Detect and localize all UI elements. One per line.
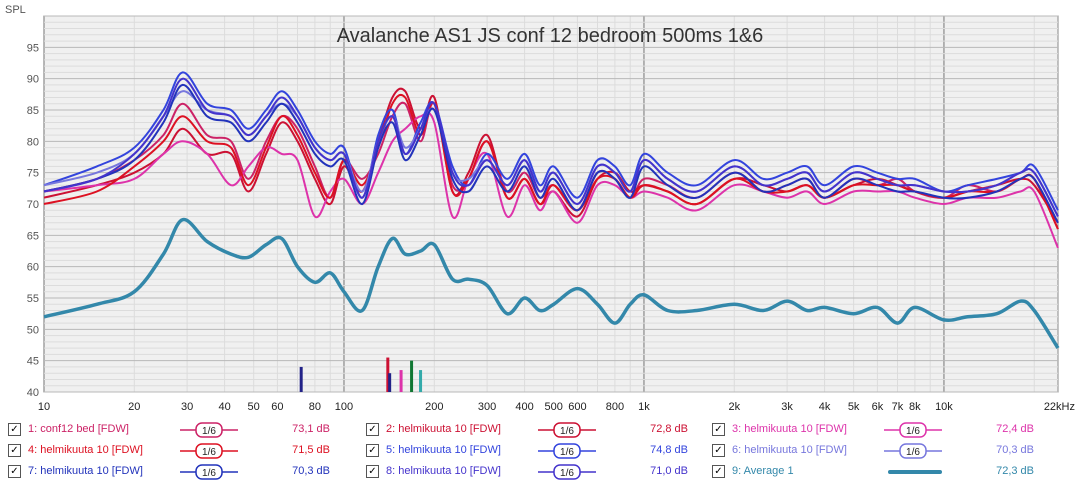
x-tick-label: 10k — [935, 401, 953, 413]
legend-label: 4: helmikuuta 10 [FDW] — [28, 444, 143, 456]
series-line-8 — [43, 77, 1059, 217]
legend-smoothing: 1/6 — [906, 426, 920, 437]
x-tick-label: 20 — [128, 401, 140, 413]
legend-value: 70,3 dB — [292, 465, 330, 477]
legend-smoothing: 1/6 — [560, 426, 574, 437]
x-tick-label: 4k — [819, 401, 831, 413]
legend-label: 8: helmikuuta 10 [FDW] — [386, 465, 501, 477]
legend-value: 72,3 dB — [996, 465, 1034, 477]
legend-swatch[interactable]: 1/6 — [884, 443, 942, 459]
legend-label: 3: helmikuuta 10 [FDW] — [732, 423, 847, 435]
legend-label: 9: Average 1 — [732, 465, 794, 477]
legend-value: 72,8 dB — [650, 423, 688, 435]
y-tick-label: 75 — [27, 168, 39, 180]
legend-checkbox[interactable]: ✓ — [8, 465, 21, 478]
legend-value: 73,1 dB — [292, 423, 330, 435]
legend-item-7: ✓ 7: helmikuuta 10 [FDW] 1/6 70,3 dB — [8, 462, 363, 482]
x-tick-label: 22kHz — [1044, 401, 1075, 413]
legend-item-4: ✓ 4: helmikuuta 10 [FDW] 1/6 71,5 dB — [8, 441, 363, 461]
frequency-response-chart: 10 20 30 40 50 60 80 100 200 300 400 500 600 800 1k 2k 3… — [5, 4, 1075, 413]
x-tick-label: 400 — [515, 401, 533, 413]
legend-label: 2: helmikuuta 10 [FDW] — [386, 423, 501, 435]
legend-item-8: ✓ 8: helmikuuta 10 [FDW] 1/6 71,0 dB — [366, 462, 721, 482]
legend-swatch[interactable]: 1/6 — [180, 422, 238, 438]
y-tick-label: 80 — [27, 136, 39, 148]
x-tick-label: 60 — [271, 401, 283, 413]
legend-item-5: ✓ 5: helmikuuta 10 [FDW] 1/6 74,8 dB — [366, 441, 721, 461]
legend-label: 6: helmikuuta 10 [FDW] — [732, 444, 847, 456]
legend-label: 1: conf12 bed [FDW] — [28, 423, 129, 435]
x-tick-label: 800 — [606, 401, 624, 413]
y-tick-label: 50 — [27, 324, 39, 336]
y-tick-label: 40 — [27, 387, 39, 399]
legend-swatch[interactable]: 1/6 — [538, 443, 596, 459]
legend-item-9: ✓ 9: Average 1 72,3 dB — [712, 462, 1067, 482]
chart: 10 20 30 40 50 60 80 100 200 300 400 500 600 800 1k 2k 3… — [5, 4, 1075, 413]
legend-checkbox[interactable]: ✓ — [712, 444, 725, 457]
x-tick-label: 1k — [638, 401, 650, 413]
x-tick-label: 200 — [425, 401, 443, 413]
legend-value: 71,0 dB — [650, 465, 688, 477]
x-tick-label: 50 — [248, 401, 260, 413]
x-tick-label: 10 — [38, 401, 50, 413]
y-tick-label: 70 — [27, 199, 39, 211]
legend-swatch[interactable] — [884, 464, 942, 480]
legend-value: 70,3 dB — [996, 444, 1034, 456]
y-tick-label: 45 — [27, 356, 39, 368]
legend-smoothing: 1/6 — [560, 447, 574, 458]
legend-checkbox[interactable]: ✓ — [712, 465, 725, 478]
legend-checkbox[interactable]: ✓ — [8, 423, 21, 436]
y-axis-label: SPL — [5, 4, 26, 16]
y-tick-label: 55 — [27, 293, 39, 305]
legend: ✓ 1: conf12 bed [FDW] 1/6 73,1 dB ✓ 2: helmik… — [0, 418, 1080, 492]
y-tick-label: 85 — [27, 105, 39, 117]
x-tick-label: 500 — [544, 401, 562, 413]
x-tick-label: 6k — [872, 401, 884, 413]
legend-checkbox[interactable]: ✓ — [712, 423, 725, 436]
x-tick-label: 8k — [909, 401, 921, 413]
legend-label: 5: helmikuuta 10 [FDW] — [386, 444, 501, 456]
legend-item-6: ✓ 6: helmikuuta 10 [FDW] 1/6 70,3 dB — [712, 441, 1067, 461]
legend-label: 7: helmikuuta 10 [FDW] — [28, 465, 143, 477]
y-tick-label: 95 — [27, 42, 39, 54]
legend-swatch[interactable]: 1/6 — [884, 422, 942, 438]
x-tick-label: 100 — [335, 401, 353, 413]
legend-swatch[interactable]: 1/6 — [538, 422, 596, 438]
series-line-7 — [43, 83, 1059, 224]
x-tick-label: 40 — [218, 401, 230, 413]
legend-swatch[interactable]: 1/6 — [180, 464, 238, 480]
x-tick-label: 3k — [781, 401, 793, 413]
x-tick-label: 30 — [181, 401, 193, 413]
legend-item-1: ✓ 1: conf12 bed [FDW] 1/6 73,1 dB — [8, 420, 363, 440]
y-tick-label: 65 — [27, 230, 39, 242]
legend-value: 72,4 dB — [996, 423, 1034, 435]
legend-swatch[interactable]: 1/6 — [538, 464, 596, 480]
y-tick-label: 60 — [27, 262, 39, 274]
x-tick-label: 600 — [568, 401, 586, 413]
legend-checkbox[interactable]: ✓ — [366, 465, 379, 478]
legend-swatch[interactable]: 1/6 — [180, 443, 238, 459]
legend-smoothing: 1/6 — [202, 468, 216, 479]
legend-smoothing: 1/6 — [202, 447, 216, 458]
series-line-5 — [43, 71, 1059, 211]
x-tick-label: 2k — [728, 401, 740, 413]
x-tick-label: 300 — [478, 401, 496, 413]
legend-value: 74,8 dB — [650, 444, 688, 456]
series-line-9 — [43, 217, 1060, 350]
x-tick-label: 80 — [309, 401, 321, 413]
legend-item-3: ✓ 3: helmikuuta 10 [FDW] 1/6 72,4 dB — [712, 420, 1067, 440]
legend-smoothing: 1/6 — [560, 468, 574, 479]
legend-value: 71,5 dB — [292, 444, 330, 456]
y-tick-label: 90 — [27, 74, 39, 86]
x-tick-label: 7k — [892, 401, 904, 413]
legend-checkbox[interactable]: ✓ — [366, 444, 379, 457]
x-tick-label: 5k — [848, 401, 860, 413]
chart-title: Avalanche AS1 JS conf 12 bedroom 500ms 1… — [337, 25, 764, 47]
legend-smoothing: 1/6 — [906, 447, 920, 458]
legend-smoothing: 1/6 — [202, 426, 216, 437]
legend-item-2: ✓ 2: helmikuuta 10 [FDW] 1/6 72,8 dB — [366, 420, 721, 440]
legend-checkbox[interactable]: ✓ — [366, 423, 379, 436]
legend-checkbox[interactable]: ✓ — [8, 444, 21, 457]
